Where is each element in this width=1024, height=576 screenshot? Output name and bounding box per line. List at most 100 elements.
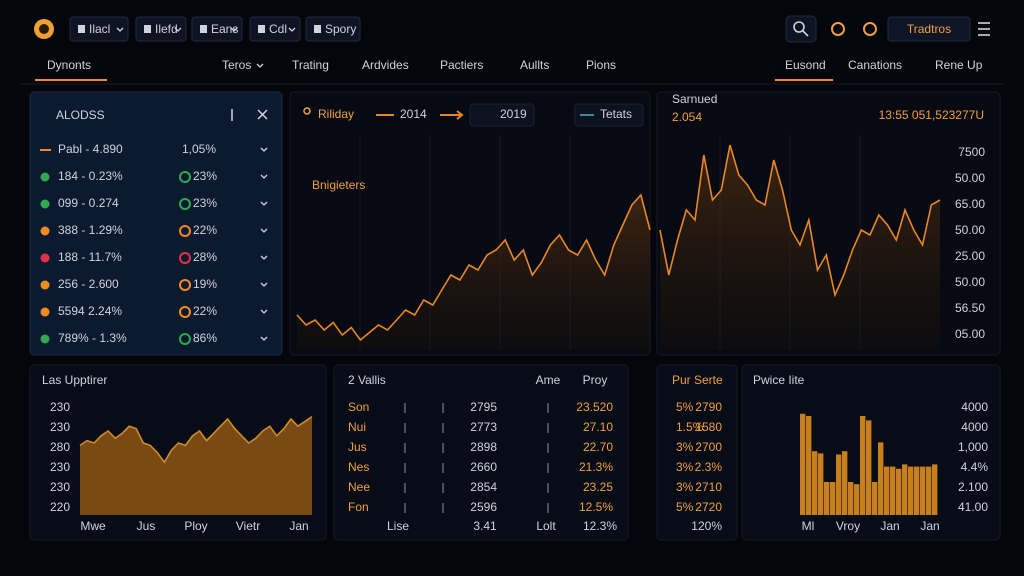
list-cell: 3% [676, 460, 694, 474]
nav-tab[interactable]: Canations [848, 58, 902, 72]
row-change: 28% [193, 250, 217, 264]
dropdown-chevron [260, 282, 268, 287]
y-tick-label: 41.00 [958, 500, 988, 514]
row-change: 23% [193, 196, 217, 210]
nav-tab[interactable]: Dynonts [47, 58, 91, 72]
x-tick-label: Jan [880, 519, 899, 533]
panel-tab[interactable]: Ame [536, 373, 561, 387]
legend-label: Riliday [318, 107, 354, 121]
table-cell: 2854 [470, 480, 497, 494]
menu-icon[interactable] [978, 22, 990, 36]
list-cell: 1.5% [676, 420, 704, 434]
dropdown-chevron [260, 147, 268, 152]
price-label: Sarnued [672, 92, 717, 106]
x-tick-label: Jan [289, 519, 308, 533]
bar [896, 468, 902, 515]
table-cell: 2898 [470, 440, 497, 454]
bar [920, 466, 926, 515]
menu-button[interactable] [305, 16, 361, 42]
nav-tab[interactable]: Trating [292, 58, 329, 72]
row-name: Pabl - 4.890 [58, 142, 123, 156]
alert-icon[interactable] [831, 22, 845, 36]
nav-tab[interactable]: Pions [586, 58, 616, 72]
bar [884, 466, 890, 515]
y-tick-label: 56.50 [955, 301, 985, 315]
area-line [659, 144, 941, 298]
list-cell: 2700 [695, 440, 722, 454]
bar [908, 466, 914, 515]
bar [812, 451, 818, 515]
menu-label: Ilacl [89, 22, 110, 36]
row-name: 188 - 11.7% [58, 250, 122, 264]
menu-icon [78, 25, 85, 33]
legend-arrow [440, 110, 464, 120]
menu-button[interactable] [249, 16, 301, 42]
menu-button[interactable] [135, 16, 187, 42]
y-tick-label: 230 [50, 480, 70, 494]
bar [806, 416, 812, 515]
table-footer: Lolt [536, 519, 556, 533]
y-tick-label: 50.00 [955, 275, 985, 289]
action-button[interactable] [887, 16, 971, 42]
nav-tab[interactable]: Ardvides [362, 58, 409, 72]
x-tick-label: Mwe [80, 519, 106, 533]
nav-tab[interactable]: Pactiers [440, 58, 483, 72]
bar [902, 464, 908, 515]
x-tick-label: Vietr [236, 519, 260, 533]
price-headline: 13:55 051,523277U [879, 108, 984, 122]
list-cell: 5% [676, 500, 694, 514]
row-indicator [40, 253, 50, 263]
list-cell: 3% [676, 480, 694, 494]
y-tick-label: 280 [50, 440, 70, 454]
table-cell: 2660 [470, 460, 497, 474]
dropdown-chevron [260, 309, 268, 314]
legend-icon [303, 107, 311, 115]
nav-tab[interactable]: Eusond [785, 58, 826, 72]
panel-tab[interactable]: Proy [583, 373, 608, 387]
legend-label: 2014 [400, 107, 427, 121]
table-footer: 12.3% [583, 519, 617, 533]
y-tick-label: 50.00 [955, 223, 985, 237]
table-cell: 23.520 [576, 400, 613, 414]
legend-box[interactable] [469, 103, 535, 127]
search-icon [793, 21, 805, 33]
list-cell: 5% [676, 400, 694, 414]
valuations-panel [333, 364, 629, 541]
legend-box[interactable] [574, 103, 644, 127]
panel-title: Las Upptirer [42, 373, 107, 387]
row-change: 23% [193, 169, 217, 183]
dropdown-chevron [260, 255, 268, 260]
y-tick-label: 1,000 [958, 440, 988, 454]
per-series-panel [656, 364, 738, 541]
change-icon [179, 306, 191, 318]
nav-tab[interactable]: Teros [222, 58, 251, 72]
y-tick-label: 230 [50, 420, 70, 434]
search-button[interactable] [785, 15, 817, 43]
bar [872, 482, 878, 515]
nav-tab[interactable]: Aullts [520, 58, 549, 72]
panel-close-icon[interactable] [257, 109, 268, 120]
table-footer: 3.41 [473, 519, 497, 533]
legend-label: Tetats [600, 107, 632, 121]
table-cell: Fon [348, 500, 369, 514]
row-change: 19% [193, 277, 217, 291]
change-icon [179, 198, 191, 210]
nav-tab[interactable]: Rene Up [935, 58, 983, 72]
settings-icon[interactable] [863, 22, 877, 36]
menu-button[interactable] [69, 16, 129, 42]
y-tick-label: 25.00 [955, 249, 985, 263]
y-tick-label: 4000 [961, 420, 988, 434]
dropdown-chevron [260, 201, 268, 206]
change-icon [179, 252, 191, 264]
dropdown-chevron [288, 27, 296, 32]
y-tick-label: 7500 [958, 145, 985, 159]
table-cell: Nui [348, 420, 366, 434]
row-name: 388 - 1.29% [58, 223, 123, 237]
menu-button[interactable] [191, 16, 243, 42]
y-tick-label: 2.100 [958, 480, 988, 494]
table-cell: 2596 [470, 500, 497, 514]
row-name: 256 - 2.600 [58, 277, 119, 291]
bar [842, 451, 848, 515]
